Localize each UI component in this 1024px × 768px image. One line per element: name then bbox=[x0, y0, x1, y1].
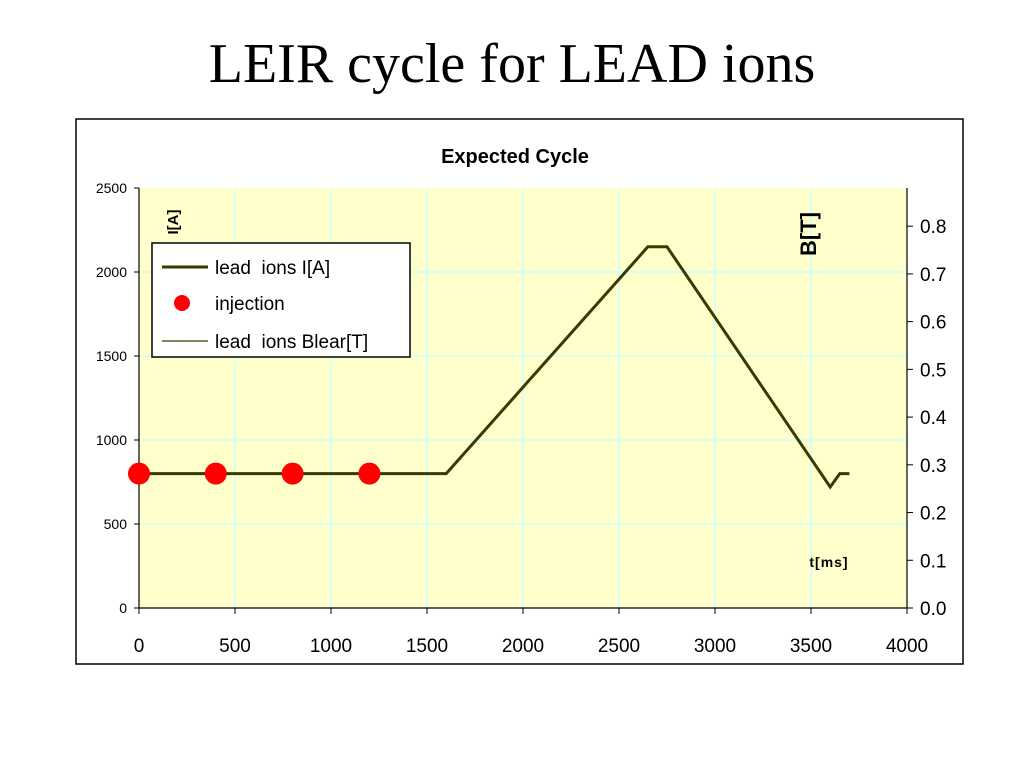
series-line-0 bbox=[139, 245, 850, 490]
y2-tick-label: 0.7 bbox=[920, 265, 946, 286]
legend-box bbox=[151, 242, 411, 358]
x-tick-label: 1000 bbox=[310, 636, 352, 657]
legend-label-injection: injection bbox=[215, 294, 285, 315]
x-tick-label: 0 bbox=[134, 636, 145, 657]
y2-tick-label: 0.1 bbox=[920, 551, 946, 572]
grid bbox=[139, 188, 907, 608]
y2-tick-label: 0.5 bbox=[920, 360, 946, 381]
y-axis-label: I[A] bbox=[165, 210, 182, 235]
chart-title: Expected Cycle bbox=[441, 146, 589, 168]
x-tick-label: 2000 bbox=[502, 636, 544, 657]
y2-tick-label: 0.3 bbox=[920, 456, 946, 477]
x-tick-label: 3500 bbox=[790, 636, 832, 657]
injection-point bbox=[204, 462, 227, 485]
axes: 0 500 1000 1500 2000 2500 3000 3500 4000 0 500 1000… bbox=[96, 180, 947, 657]
x-tick-label: 4000 bbox=[886, 636, 928, 657]
x-tick-label: 3000 bbox=[694, 636, 736, 657]
legend: lead ions I[A] injection lead ions Blear… bbox=[151, 242, 411, 358]
y-tick-label: 1500 bbox=[96, 348, 127, 364]
y2-tick-label: 0.6 bbox=[920, 313, 946, 334]
slide-title: LEIR cycle for LEAD ions bbox=[208, 33, 816, 95]
y2-tick-label: 0.2 bbox=[920, 504, 946, 525]
y-tick-label: 2500 bbox=[96, 180, 127, 196]
series bbox=[128, 245, 850, 490]
y2-axis-label: B[T] bbox=[796, 212, 821, 256]
injection-point bbox=[358, 462, 381, 485]
legend-marker-injection bbox=[174, 295, 190, 311]
x-tick-label: 500 bbox=[219, 636, 251, 657]
x-tick-label: 1500 bbox=[406, 636, 448, 657]
y2-tick-label: 0.0 bbox=[920, 599, 946, 620]
y-tick-label: 2000 bbox=[96, 264, 127, 280]
legend-label-field: lead ions Blear[T] bbox=[215, 332, 368, 353]
x-axis-label: t[ms] bbox=[809, 554, 848, 570]
legend-label-current: lead ions I[A] bbox=[215, 258, 330, 279]
y2-tick-label: 0.4 bbox=[920, 408, 947, 429]
injection-point bbox=[128, 462, 150, 485]
y-tick-label: 500 bbox=[104, 516, 128, 532]
x-tick-label: 2500 bbox=[598, 636, 640, 657]
injection-point bbox=[281, 462, 304, 485]
y-tick-label: 0 bbox=[119, 600, 127, 616]
y2-tick-label: 0.8 bbox=[920, 217, 946, 238]
y-tick-label: 1000 bbox=[96, 432, 127, 448]
